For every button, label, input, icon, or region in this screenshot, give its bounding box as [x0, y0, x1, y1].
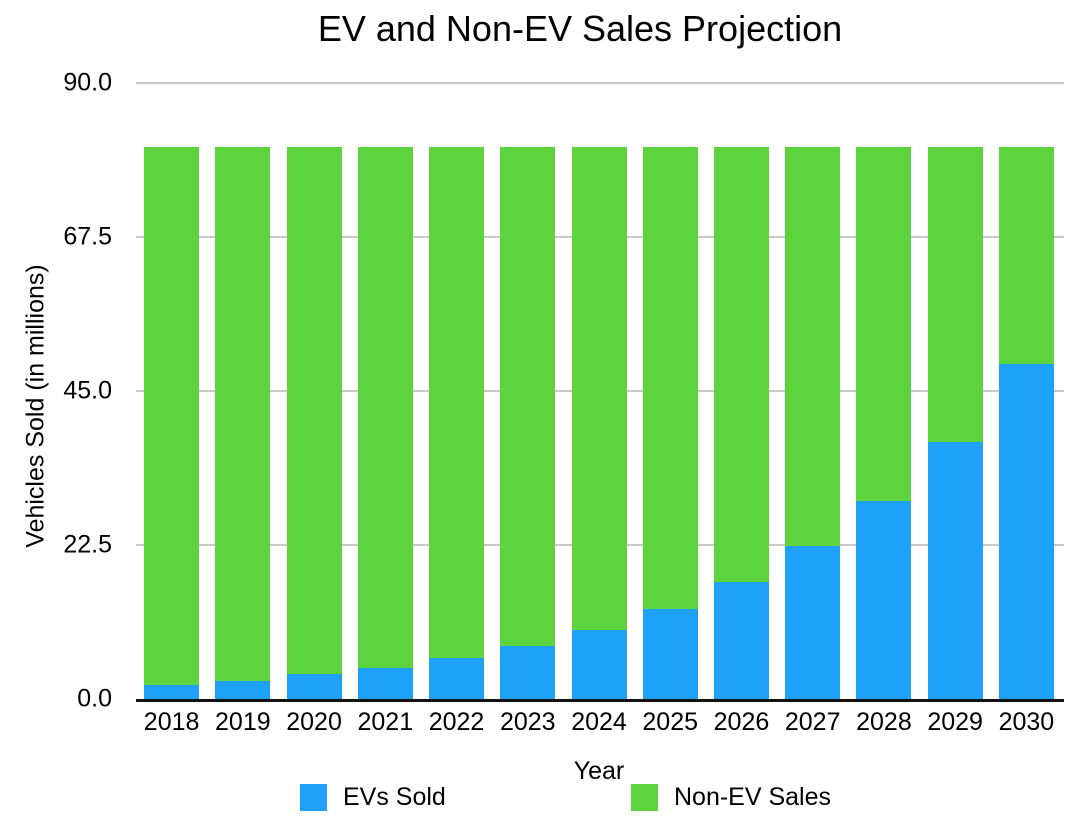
legend-label-evs-sold: EVs Sold: [343, 783, 446, 811]
y-tick-label-22.5: 22.5: [63, 530, 112, 559]
bar-segment-2030-non-ev-sales: [998, 146, 1054, 365]
bar-segment-2022-non-ev-sales: [429, 146, 485, 658]
bar-segment-2030-evs-sold: [998, 364, 1054, 699]
x-tick-label-2029: 2029: [927, 708, 983, 736]
x-tick-label-2022: 2022: [428, 708, 485, 736]
bar-segment-2023-evs-sold: [500, 645, 556, 699]
bar-segment-2018-evs-sold: [144, 684, 200, 699]
y-tick-label-45.0: 45.0: [63, 376, 112, 405]
bar-segment-2021-non-ev-sales: [357, 146, 413, 668]
x-tick-label-2030: 2030: [998, 708, 1055, 736]
bar-segment-2020-evs-sold: [286, 674, 342, 699]
x-tick-label-2021: 2021: [357, 708, 414, 736]
bar-segment-2024-evs-sold: [571, 629, 627, 699]
bar-segment-2027-evs-sold: [785, 546, 841, 699]
legend-swatch-non-ev-sales: [631, 784, 658, 811]
y-tick-label-67.5: 67.5: [63, 222, 112, 251]
bar-2019: [215, 146, 271, 699]
bar-segment-2018-non-ev-sales: [144, 146, 200, 685]
x-axis-title: Year: [573, 757, 625, 785]
y-tick-label-90.0: 90.0: [63, 68, 112, 97]
bar-segment-2028-non-ev-sales: [856, 146, 912, 502]
bar-segment-2026-non-ev-sales: [713, 146, 769, 582]
x-tick-label-2019: 2019: [215, 708, 271, 736]
bar-segment-2019-non-ev-sales: [215, 146, 271, 681]
bar-2022: [429, 146, 485, 699]
x-tick-label-2024: 2024: [571, 708, 627, 736]
bar-2027: [785, 146, 841, 699]
legend-swatch-evs-sold: [300, 784, 327, 811]
bar-segment-2022-evs-sold: [429, 657, 485, 699]
bar-2025: [642, 146, 698, 699]
legend-label-non-ev-sales: Non-EV Sales: [674, 783, 832, 811]
bar-segment-2023-non-ev-sales: [500, 146, 556, 646]
x-tick-label-2028: 2028: [856, 708, 912, 736]
chart-title: EV and Non-EV Sales Projection: [317, 8, 843, 49]
bar-segment-2028-evs-sold: [856, 501, 912, 699]
x-tick-label-2026: 2026: [713, 708, 770, 736]
bar-segment-2027-non-ev-sales: [785, 146, 841, 547]
x-tick-label-2025: 2025: [642, 708, 699, 736]
bar-2021: [357, 146, 413, 699]
x-tick-label-2018: 2018: [143, 708, 200, 736]
bar-segment-2026-evs-sold: [713, 581, 769, 699]
x-axis-line: [136, 699, 1064, 702]
bar-2030: [998, 146, 1054, 699]
y-axis-title: Vehicles Sold (in millions): [21, 264, 50, 548]
bar-segment-2029-non-ev-sales: [927, 146, 983, 442]
gridline-90.0: [136, 82, 1064, 84]
x-tick-label-2020: 2020: [286, 708, 342, 736]
y-tick-label-0.0: 0.0: [77, 684, 112, 713]
x-tick-label-2023: 2023: [499, 708, 556, 736]
bar-2028: [856, 146, 912, 699]
bar-2026: [713, 146, 769, 699]
bar-2020: [286, 146, 342, 699]
plot-area: [136, 82, 1064, 699]
bar-segment-2019-evs-sold: [215, 680, 271, 699]
legend-item-evs-sold: EVs Sold: [300, 784, 446, 811]
bar-2029: [927, 146, 983, 699]
bar-segment-2021-evs-sold: [357, 667, 413, 699]
legend-item-non-ev-sales: Non-EV Sales: [631, 784, 831, 811]
bar-2024: [571, 146, 627, 699]
bar-segment-2029-evs-sold: [927, 441, 983, 699]
bar-segment-2020-non-ev-sales: [286, 146, 342, 675]
bar-segment-2025-non-ev-sales: [642, 146, 698, 609]
bar-segment-2025-evs-sold: [642, 608, 698, 699]
bar-2018: [144, 146, 200, 699]
bar-segment-2024-non-ev-sales: [571, 146, 627, 630]
x-tick-label-2027: 2027: [784, 708, 841, 736]
bar-2023: [500, 146, 556, 699]
